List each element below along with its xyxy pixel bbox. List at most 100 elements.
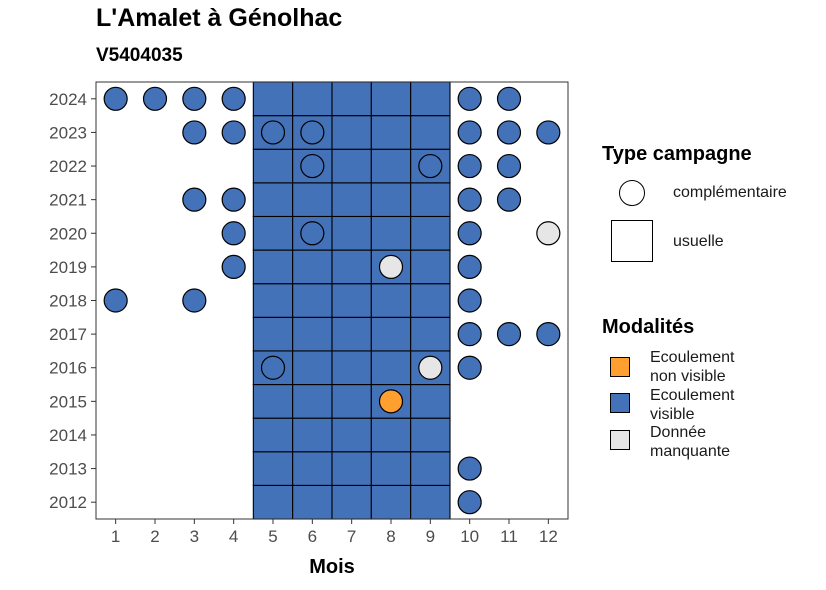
x-tick-label: 11 bbox=[500, 527, 518, 546]
usual-tile bbox=[410, 484, 451, 520]
usual-tile bbox=[410, 215, 451, 251]
y-tick-label: 2016 bbox=[49, 359, 87, 378]
complementary-point bbox=[457, 355, 482, 380]
usual-tile bbox=[331, 81, 372, 117]
usual-tile bbox=[252, 451, 294, 486]
usual-tile bbox=[292, 417, 333, 453]
legend-circle-key bbox=[619, 180, 645, 206]
usual-tile bbox=[410, 417, 451, 453]
x-tick-label: 6 bbox=[308, 527, 317, 546]
complementary-point bbox=[182, 86, 207, 111]
complementary-point bbox=[221, 187, 246, 212]
legend-type-title: Type campagne bbox=[602, 143, 752, 165]
usual-tile bbox=[252, 249, 294, 285]
y-tick-label: 2023 bbox=[49, 123, 87, 142]
usual-tile bbox=[292, 316, 333, 352]
y-tick-label: 2012 bbox=[49, 493, 87, 512]
complementary-point bbox=[103, 86, 128, 111]
x-tick-label: 12 bbox=[539, 527, 558, 546]
complementary-point bbox=[221, 120, 246, 145]
usual-tile bbox=[370, 350, 412, 386]
usual-tile bbox=[331, 148, 372, 184]
complementary-point bbox=[536, 221, 561, 246]
usual-tile bbox=[292, 283, 333, 318]
complementary-point bbox=[182, 288, 207, 313]
complementary-point bbox=[496, 153, 522, 179]
usual-tile bbox=[370, 182, 412, 218]
y-axis: 2012 2013 2014 2015 2016 2017 2018 2019 2020 2021… bbox=[49, 90, 96, 512]
usual-tile bbox=[370, 417, 412, 453]
usual-tile bbox=[370, 115, 412, 150]
usual-tile bbox=[410, 249, 451, 285]
usual-tile bbox=[252, 484, 294, 520]
y-tick-label: 2021 bbox=[49, 191, 87, 210]
usual-tile bbox=[252, 81, 294, 117]
usual-tile bbox=[292, 383, 333, 419]
complementary-point bbox=[103, 288, 128, 313]
usual-tile bbox=[331, 350, 372, 386]
usual-tile bbox=[370, 451, 412, 486]
complementary-point bbox=[457, 120, 482, 145]
y-tick-label: 2018 bbox=[49, 292, 87, 311]
x-tick-label: 3 bbox=[190, 527, 199, 546]
usual-tile bbox=[370, 283, 412, 318]
complementary-point bbox=[496, 187, 522, 212]
usual-tile bbox=[331, 115, 372, 150]
usual-tile bbox=[410, 81, 451, 117]
complementary-point bbox=[378, 389, 404, 414]
legend-swatch-non-visible bbox=[610, 357, 630, 377]
usual-tile bbox=[370, 484, 412, 520]
complementary-point bbox=[457, 153, 482, 179]
usual-tile bbox=[370, 316, 412, 352]
legend-modalites-title: Modalités bbox=[602, 316, 695, 338]
complementary-point bbox=[221, 254, 246, 279]
usual-tile bbox=[410, 115, 451, 150]
complementary-point bbox=[457, 86, 482, 111]
usual-tile bbox=[292, 451, 333, 486]
complementary-point bbox=[457, 490, 482, 515]
legend-swatch-visible bbox=[610, 393, 630, 413]
usual-tile bbox=[331, 383, 372, 419]
usual-tile bbox=[331, 451, 372, 486]
complementary-point bbox=[536, 120, 561, 145]
usual-tile bbox=[252, 215, 294, 251]
y-tick-label: 2014 bbox=[49, 426, 87, 445]
usual-tile bbox=[410, 383, 451, 419]
y-tick-label: 2015 bbox=[49, 392, 87, 411]
complementary-point bbox=[182, 187, 207, 212]
usual-tile bbox=[410, 316, 451, 352]
legend-type-label-usuelle: usuelle bbox=[673, 233, 724, 250]
complementary-point bbox=[496, 86, 522, 111]
usual-tile bbox=[410, 283, 451, 318]
complementary-point bbox=[300, 221, 325, 246]
usual-tile bbox=[252, 283, 294, 318]
usual-tile bbox=[292, 81, 333, 117]
complementary-point bbox=[182, 120, 207, 145]
legend-swatch-manquante bbox=[610, 430, 630, 450]
usual-tile bbox=[252, 417, 294, 453]
x-tick-label: 5 bbox=[268, 527, 277, 546]
x-tick-label: 8 bbox=[386, 527, 395, 546]
usual-tile bbox=[410, 451, 451, 486]
complementary-point bbox=[418, 355, 443, 380]
usual-tile bbox=[331, 417, 372, 453]
y-tick-label: 2017 bbox=[49, 325, 87, 344]
y-tick-label: 2013 bbox=[49, 460, 87, 479]
complementary-point bbox=[142, 86, 168, 111]
y-tick-label: 2022 bbox=[49, 157, 87, 176]
complementary-point bbox=[418, 153, 443, 179]
complementary-point bbox=[260, 120, 286, 145]
usual-tile bbox=[370, 148, 412, 184]
usual-tile bbox=[331, 215, 372, 251]
y-tick-label: 2024 bbox=[49, 90, 87, 109]
usual-tile bbox=[252, 383, 294, 419]
usual-tile bbox=[292, 249, 333, 285]
x-tick-label: 2 bbox=[150, 527, 159, 546]
legend-square-key bbox=[611, 220, 653, 262]
x-tick-label: 7 bbox=[347, 527, 356, 546]
complementary-point bbox=[221, 221, 246, 246]
usual-tile bbox=[370, 215, 412, 251]
x-axis: 1 2 3 4 5 6 7 8 9 10 11 12 bbox=[111, 519, 558, 546]
usual-tile bbox=[331, 283, 372, 318]
